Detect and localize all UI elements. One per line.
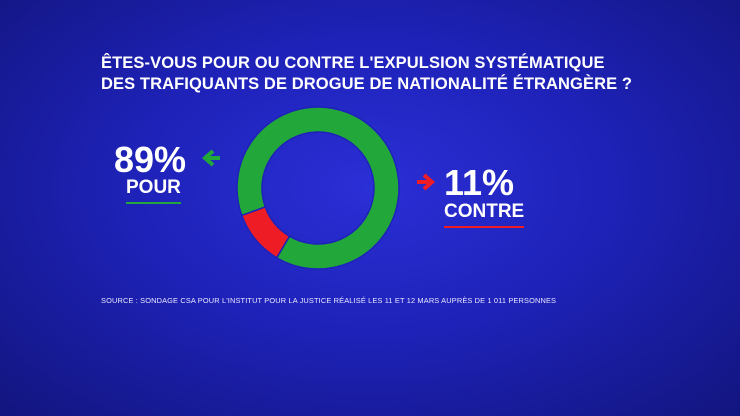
title-line-2: DES TRAFIQUANTS DE DROGUE DE NATIONALITÉ… bbox=[101, 75, 633, 93]
title-line-1: ÊTES-VOUS POUR OU CONTRE L'EXPULSION SYS… bbox=[101, 54, 605, 72]
donut-slices bbox=[236, 106, 400, 270]
contre-value: 11% bbox=[444, 162, 515, 203]
donut-slice-contre bbox=[240, 206, 291, 259]
pour-value: 89% bbox=[114, 139, 187, 180]
contre-label: CONTRE bbox=[444, 202, 525, 228]
chart-title: ÊTES-VOUS POUR OU CONTRE L'EXPULSION SYS… bbox=[101, 53, 632, 95]
source-note: SOURCE : SONDAGE CSA POUR L'INSTITUT POU… bbox=[101, 296, 557, 305]
pour-label: POUR bbox=[126, 178, 181, 204]
donut-slice-pour bbox=[236, 106, 400, 270]
pour-arrow-icon bbox=[201, 149, 220, 167]
contre-arrow-icon bbox=[417, 173, 436, 191]
